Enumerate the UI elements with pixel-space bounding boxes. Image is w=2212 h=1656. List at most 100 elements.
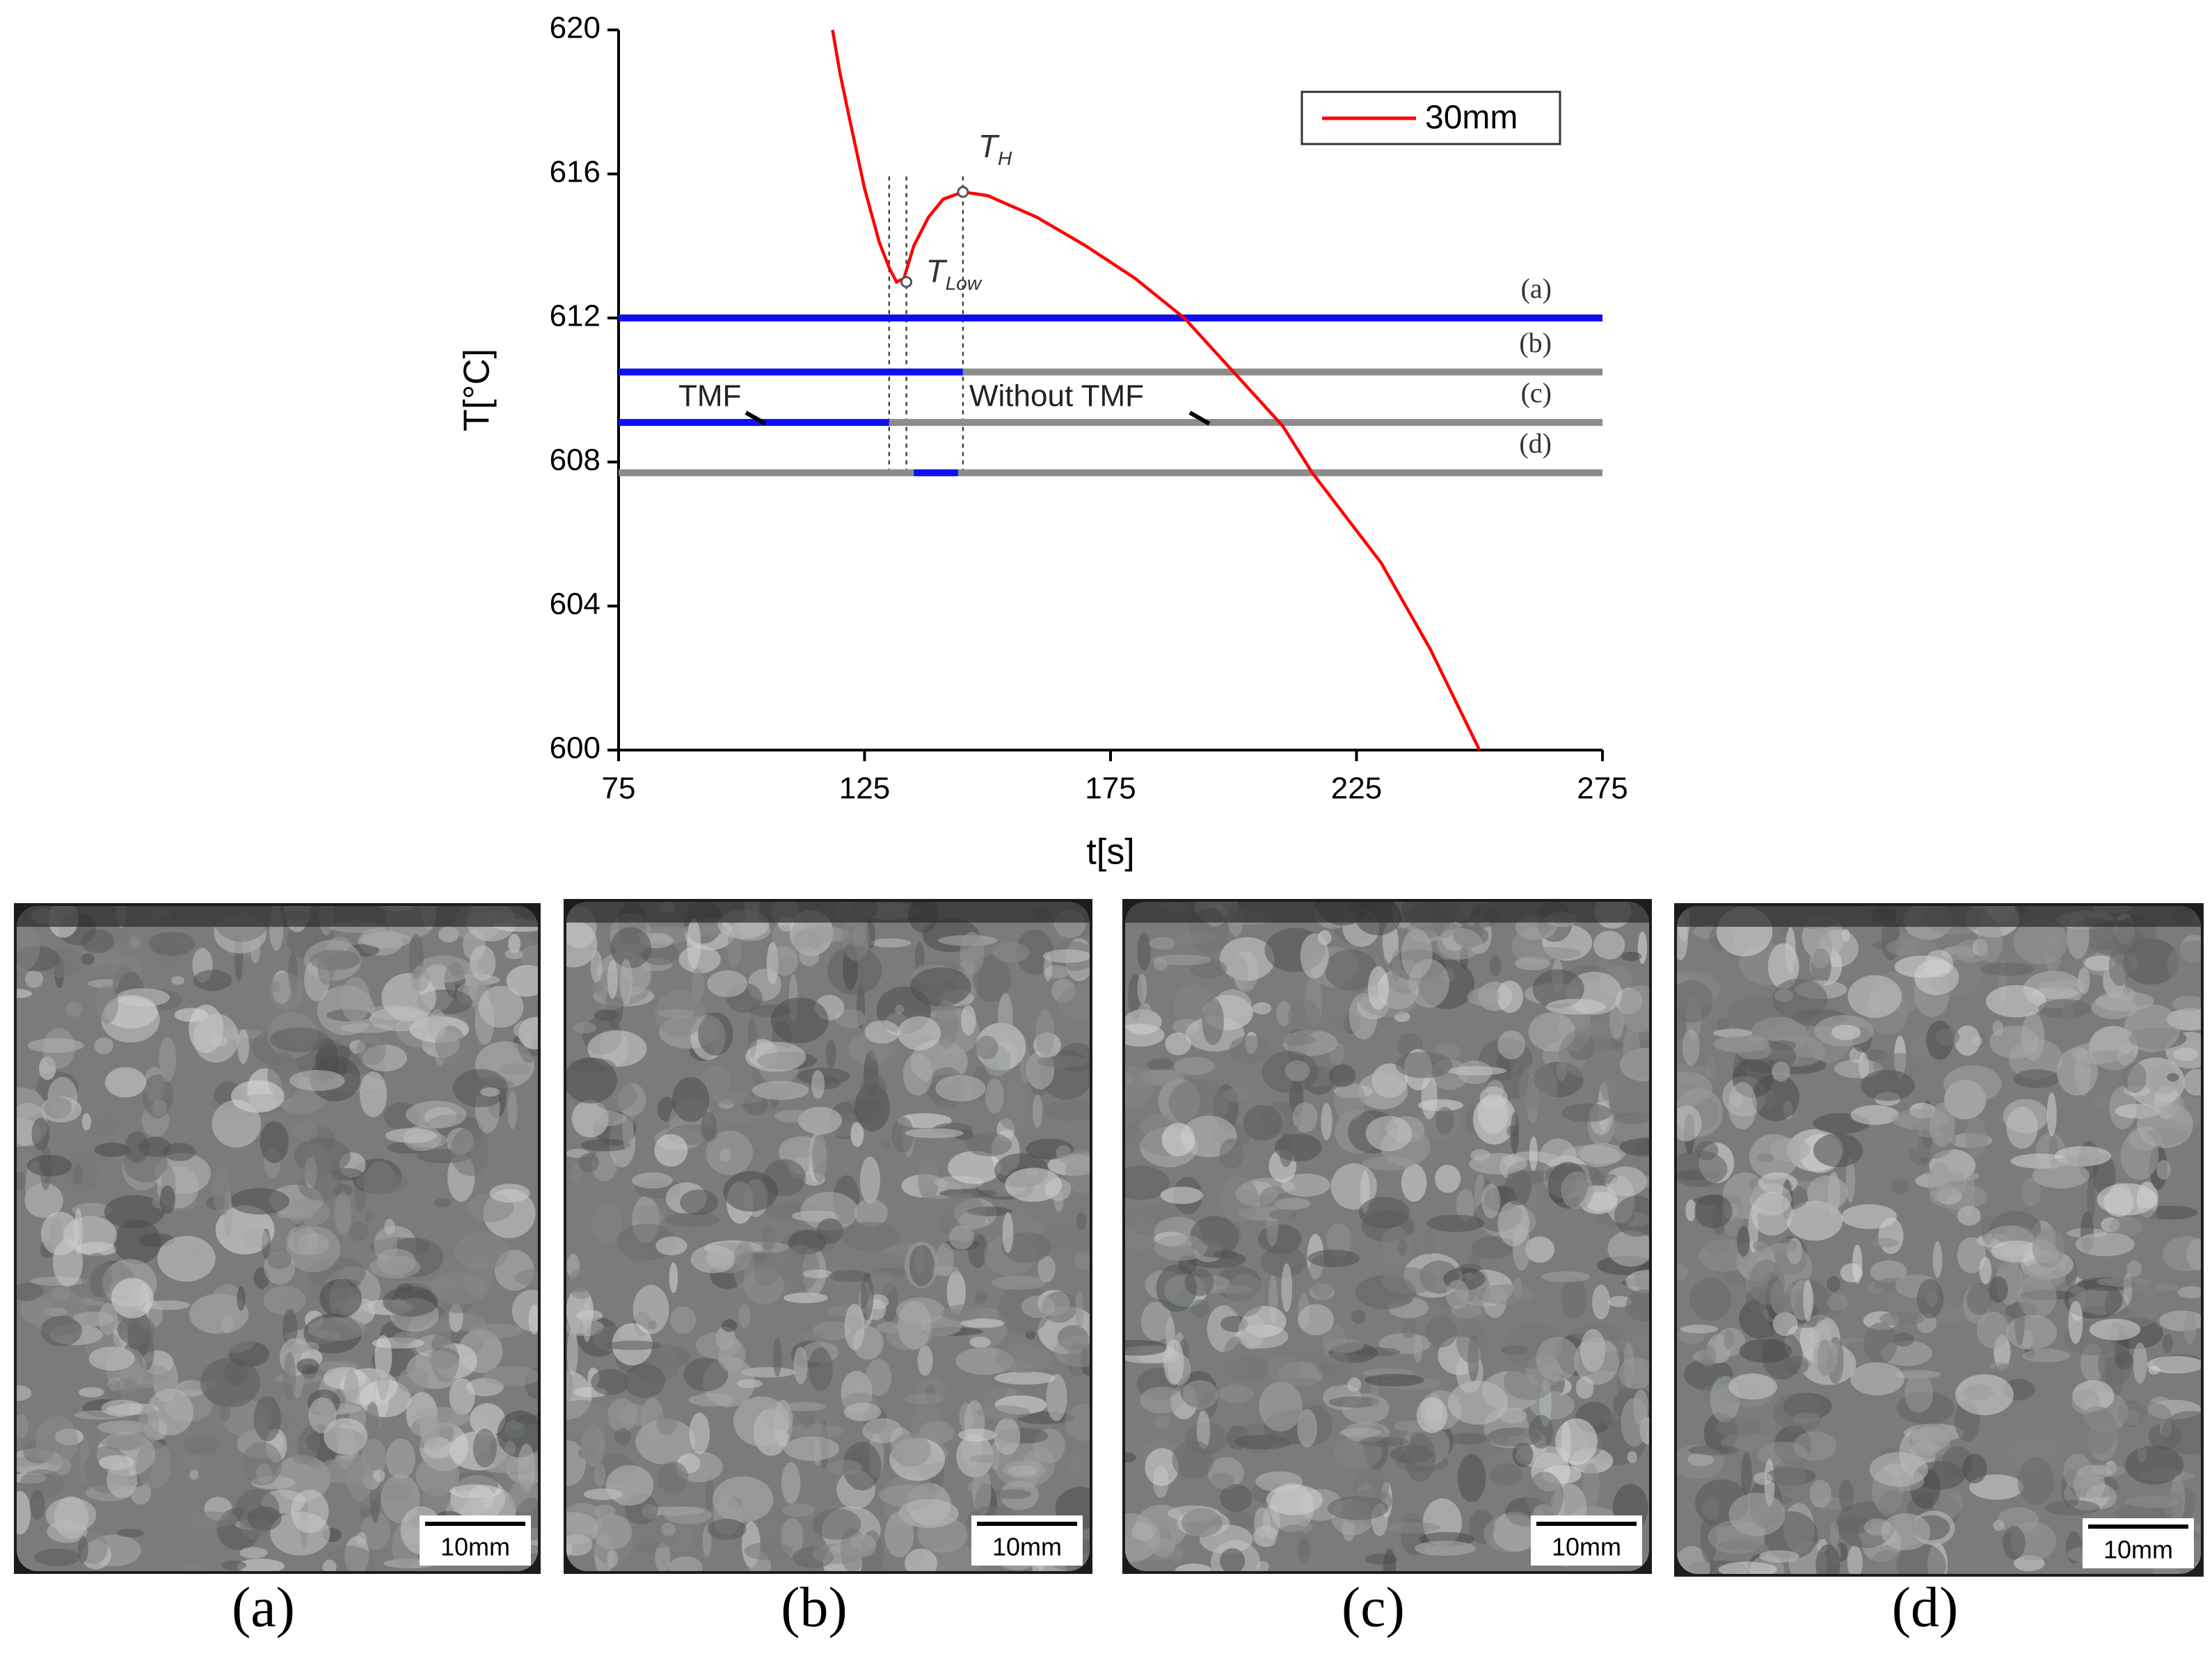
grain (1371, 1368, 1380, 1410)
grain (221, 1314, 233, 1335)
grain (2032, 1227, 2065, 1268)
grain (1728, 1374, 1778, 1400)
grain (2076, 1406, 2118, 1455)
grain (774, 1109, 813, 1123)
grain (941, 1305, 982, 1321)
grain (1525, 1472, 1563, 1522)
grain (1515, 956, 1551, 971)
grain (688, 1393, 735, 1407)
grain (972, 955, 1011, 1003)
grain (97, 1420, 149, 1435)
grain (843, 1442, 882, 1491)
grain (1957, 1237, 1987, 1274)
grain (1677, 1072, 1713, 1106)
grain (478, 985, 524, 1028)
grain (1145, 1448, 1179, 1486)
grain (632, 1205, 664, 1227)
grain (1604, 1412, 1622, 1428)
grain (665, 1506, 712, 1524)
grain (1751, 1192, 1793, 1236)
grain (632, 1284, 669, 1335)
grain (610, 927, 652, 969)
grain (2013, 919, 2068, 965)
grain (1220, 1483, 1252, 1513)
level-label: (a) (1521, 273, 1552, 304)
grain (260, 1121, 289, 1163)
grain (27, 1037, 84, 1053)
grain (1618, 1138, 1649, 1157)
grain (104, 1067, 146, 1098)
grain (1259, 1381, 1303, 1432)
grain (64, 1152, 100, 1193)
grain (566, 1329, 578, 1376)
grain (212, 1099, 262, 1148)
grain (1156, 1264, 1197, 1312)
grain (1220, 1547, 1246, 1571)
grain (184, 1562, 203, 1571)
grain (17, 1282, 44, 1302)
grain (1422, 1227, 1437, 1255)
grain (138, 1137, 172, 1157)
grain (40, 1316, 82, 1346)
grain (1233, 956, 1249, 990)
grain (1300, 933, 1329, 979)
grain (40, 1211, 80, 1256)
grain (808, 1347, 833, 1391)
grain (813, 1439, 822, 1466)
grain (356, 1531, 367, 1546)
grain (1041, 1099, 1090, 1122)
grain (1328, 1396, 1379, 1408)
grain (1322, 1352, 1353, 1387)
grain (1808, 927, 1832, 969)
x-tick-label: 175 (1085, 772, 1136, 806)
grain (1359, 1437, 1409, 1447)
grain (1456, 1188, 1475, 1223)
grain (2096, 1183, 2158, 1216)
grain (1005, 1168, 1063, 1202)
grain (710, 1093, 763, 1104)
grain (17, 989, 33, 998)
grain (359, 1071, 388, 1117)
grain (2078, 967, 2090, 994)
x-tick-label: 275 (1577, 772, 1628, 806)
grain (1223, 1088, 1251, 1102)
grain (977, 1405, 1031, 1419)
grain (1174, 1057, 1216, 1076)
grain (349, 1222, 369, 1241)
grain (35, 1415, 79, 1466)
grain (397, 1367, 429, 1394)
grain (1870, 1260, 1907, 1283)
grain (744, 1542, 793, 1561)
grain (329, 950, 361, 969)
grain (1415, 1540, 1476, 1557)
grain (250, 937, 260, 964)
grain (1137, 973, 1147, 1004)
grain (2117, 1044, 2135, 1066)
grain (1739, 1339, 1792, 1363)
grain (799, 947, 820, 966)
point-label-main: T (978, 128, 1000, 164)
grain (346, 1455, 373, 1502)
grain (1793, 1412, 1820, 1424)
grain (1677, 980, 1713, 1023)
grain (296, 1358, 319, 1375)
grain (1469, 1153, 1528, 1175)
grain (1962, 1454, 1987, 1483)
grain (266, 1249, 292, 1270)
grain (1001, 1232, 1052, 1263)
grain (1702, 1497, 1720, 1521)
grain (2045, 1499, 2100, 1516)
grain (1969, 1474, 2024, 1500)
grain (1582, 1463, 1600, 1507)
grain (1893, 1332, 1914, 1347)
grain (1943, 1065, 2002, 1103)
grain (2147, 1355, 2201, 1374)
grain (1243, 1105, 1282, 1141)
grain (1497, 1200, 1530, 1247)
annotation-arrow (1188, 411, 1211, 426)
annotation: Without TMF (969, 379, 1144, 413)
grain (1214, 989, 1252, 1019)
grain (1688, 1444, 1740, 1456)
grain (969, 1337, 991, 1348)
